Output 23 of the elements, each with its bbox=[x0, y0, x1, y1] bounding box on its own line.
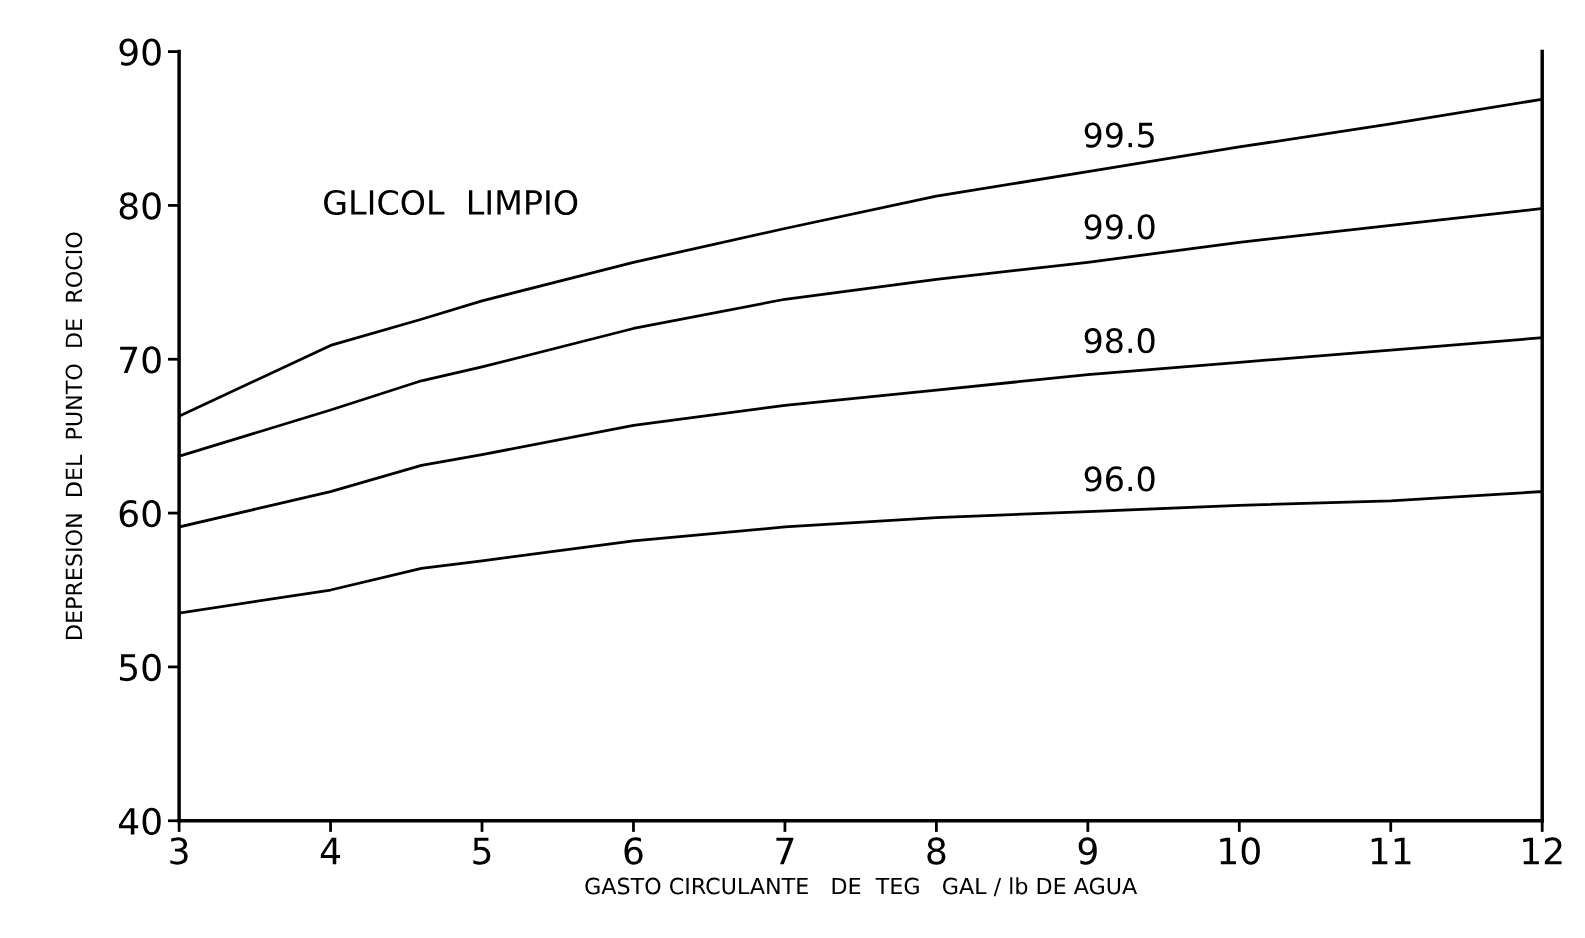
series-label: 98.0 bbox=[1084, 328, 1155, 354]
annotation: GLICOL LIMPIO bbox=[324, 189, 578, 216]
y-axis-title: DEPRESION DEL PUNTO DE ROCIO bbox=[65, 232, 83, 639]
series-label: 99.0 bbox=[1084, 214, 1155, 240]
series-label: 99.5 bbox=[1084, 122, 1154, 148]
x-tick-label: 7 bbox=[776, 837, 794, 865]
x-tick-label: 8 bbox=[927, 837, 946, 865]
y-tick-label: 80 bbox=[119, 192, 161, 220]
x-tick-label: 9 bbox=[1078, 837, 1097, 865]
series-label: 96.0 bbox=[1084, 466, 1155, 492]
x-tick-label: 10 bbox=[1220, 837, 1260, 865]
x-axis-title: GASTO CIRCULANTE DE TEG GAL / lb DE AGUA bbox=[585, 877, 1138, 897]
y-tick-label: 40 bbox=[118, 807, 161, 835]
x-tick-label: 6 bbox=[624, 837, 643, 865]
x-tick-label: 3 bbox=[170, 837, 188, 865]
y-tick-label: 90 bbox=[119, 38, 161, 66]
x-tick-label: 4 bbox=[320, 837, 341, 865]
x-tick-label: 11 bbox=[1371, 837, 1411, 865]
x-tick-label: 12 bbox=[1523, 837, 1562, 865]
y-tick-label: 70 bbox=[120, 346, 161, 374]
y-tick-label: 60 bbox=[119, 500, 161, 528]
y-tick-label: 50 bbox=[119, 653, 161, 682]
x-tick-label: 5 bbox=[473, 837, 491, 865]
